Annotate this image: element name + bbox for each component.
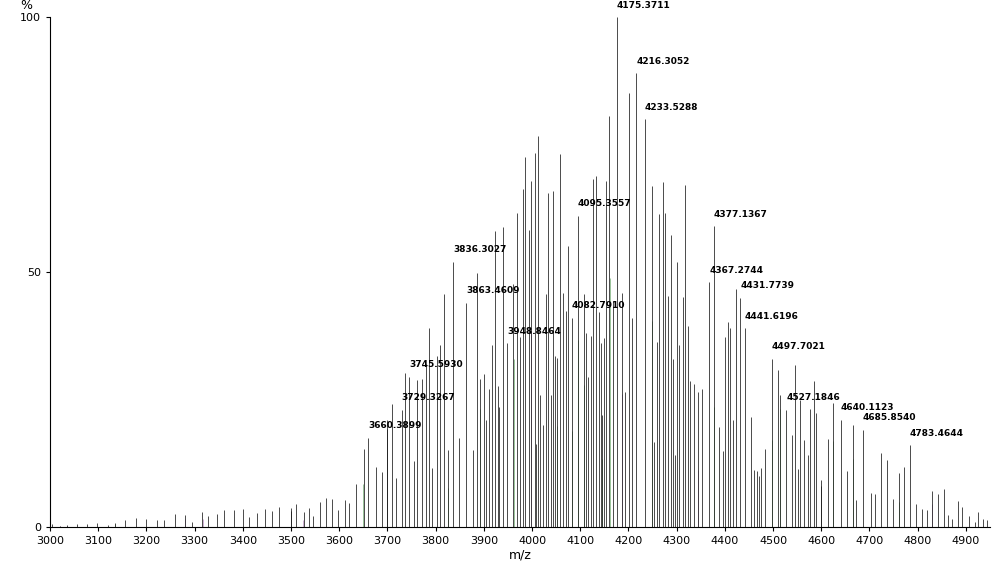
Text: 3948.8464: 3948.8464: [507, 327, 561, 336]
Text: 4233.5288: 4233.5288: [645, 102, 698, 112]
Text: 4431.7739: 4431.7739: [740, 281, 794, 290]
Text: 4441.6196: 4441.6196: [745, 312, 799, 321]
Text: 4095.3557: 4095.3557: [578, 199, 632, 208]
Text: 4527.1846: 4527.1846: [786, 393, 840, 402]
Text: 4377.1367: 4377.1367: [714, 210, 768, 219]
Text: 4082.7910: 4082.7910: [572, 301, 625, 310]
Text: 4367.2744: 4367.2744: [709, 266, 763, 274]
Text: 4640.1123: 4640.1123: [841, 403, 894, 412]
Text: 4216.3052: 4216.3052: [636, 57, 690, 66]
Text: 4175.3711: 4175.3711: [617, 1, 670, 10]
Y-axis label: %: %: [20, 0, 32, 12]
Text: 4783.4644: 4783.4644: [910, 428, 964, 438]
Text: 3863.4609: 3863.4609: [466, 286, 520, 295]
Text: 3836.3027: 3836.3027: [453, 245, 507, 254]
Text: 3660.3899: 3660.3899: [368, 421, 422, 430]
Text: 4497.7021: 4497.7021: [772, 342, 826, 351]
X-axis label: m/z: m/z: [509, 549, 531, 562]
Text: 4685.8540: 4685.8540: [863, 413, 916, 423]
Text: 3729.3267: 3729.3267: [402, 393, 455, 402]
Text: 3745.5930: 3745.5930: [409, 360, 463, 369]
